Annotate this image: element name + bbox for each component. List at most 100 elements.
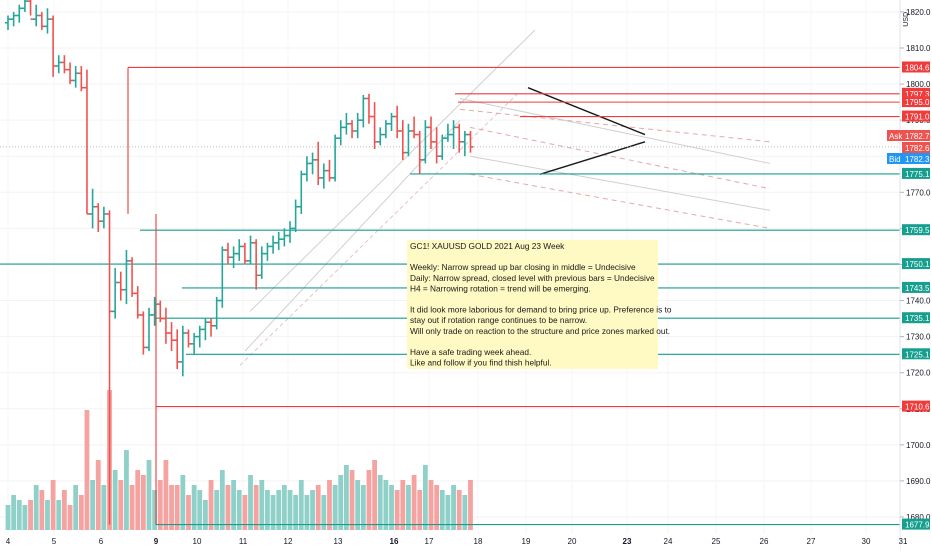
ohlc-bar — [467, 130, 474, 153]
level-tag-text: 1743.5 — [905, 284, 930, 293]
ohlc-bar — [399, 120, 406, 160]
ohlc-bar — [50, 15, 57, 77]
ohlc-bar — [371, 102, 378, 150]
level-tag-bg — [902, 167, 930, 179]
price-level-tag: 1725.1 — [902, 348, 930, 360]
volume-bar — [248, 475, 253, 530]
date-tick-label: 9 — [154, 537, 159, 546]
analysis-note[interactable]: GC1! XAUUSD GOLD 2021 Aug 23 Week Weekly:… — [407, 240, 672, 369]
date-tick-label: 4 — [6, 537, 11, 546]
down-channel-upper[interactable] — [459, 98, 771, 164]
ohlc-bar — [287, 221, 293, 243]
volume-bar — [259, 480, 265, 530]
ohlc-bar — [21, 0, 28, 12]
date-tick-label: 10 — [193, 537, 202, 546]
triangle-upper-line[interactable] — [527, 87, 646, 136]
ohlc-bar — [303, 156, 310, 182]
ohlc-bar — [461, 130, 468, 157]
ohlc-bar — [151, 296, 158, 326]
level-tag-text: 1725.1 — [905, 350, 930, 359]
price-level-tag: 1791.0 — [902, 110, 930, 122]
level-tag-text: 1795.0 — [905, 98, 930, 107]
ohlc-bar — [5, 15, 11, 30]
volume-bar — [400, 480, 406, 530]
volume-bar — [124, 450, 129, 530]
volume-bar — [265, 490, 270, 530]
volume-bar — [439, 490, 445, 530]
down-channel-lower[interactable] — [469, 155, 771, 211]
level-tag-text: 1677.9 — [905, 521, 930, 530]
last-price-tag-value-bg — [902, 142, 930, 153]
channel-line-lower[interactable] — [244, 119, 461, 352]
down-channel-dash-2[interactable] — [469, 126, 771, 190]
ohlc-bar — [89, 188, 96, 229]
ohlc-bar — [332, 134, 339, 182]
ohlc-bar — [55, 55, 62, 74]
volume-bar — [349, 470, 355, 530]
date-axis[interactable]: 4 5 6 9 10 11 12 13 16 17 18 19 20 23 24 25 26 27 30 31 — [0, 534, 908, 550]
price-level-tag: 1759.5 — [902, 224, 930, 236]
down-channel-dash-1[interactable] — [459, 108, 771, 143]
volume-bar — [462, 495, 468, 530]
volume-bar — [101, 485, 107, 530]
volume-bar — [321, 495, 327, 530]
volume-bar — [219, 470, 225, 530]
price-axis[interactable]: USD 1680.01690.01700.01710.01720.01730.0… — [899, 0, 932, 550]
y-tick-label: 1770.0 — [906, 188, 931, 197]
candles-layer — [5, 0, 474, 525]
level-tag-bg — [902, 87, 930, 99]
ohlc-bar — [275, 231, 282, 251]
date-tick-label: 31 — [899, 537, 908, 546]
date-tick-label: 16 — [390, 537, 399, 546]
volume-bar — [355, 480, 361, 530]
ohlc-bar — [450, 120, 457, 150]
ohlc-bar — [83, 69, 90, 215]
volume-bar — [62, 490, 67, 530]
volume-layer — [5, 390, 473, 530]
ohlc-bar — [394, 105, 401, 139]
volume-bar — [197, 490, 203, 530]
volume-bar — [28, 500, 33, 530]
volume-bar — [135, 470, 141, 530]
currency-label: USD — [903, 12, 910, 27]
price-level-tag: 1804.6 — [902, 61, 930, 73]
ask-tag: Ask 1782.7 — [887, 130, 930, 141]
volume-bar — [236, 490, 242, 530]
ohlc-bar — [456, 123, 463, 153]
volume-bar — [304, 495, 310, 530]
ohlc-bar — [382, 120, 389, 139]
volume-bar — [22, 505, 28, 530]
ohlc-bar — [44, 8, 51, 34]
note-line: Daily: Narrow spread, closed level with … — [410, 273, 655, 283]
ohlc-bar — [315, 141, 322, 186]
ohlc-bar — [140, 311, 147, 355]
level-tag-text: 1804.6 — [905, 63, 930, 72]
volume-bar — [360, 485, 366, 530]
down-channel-dash-3[interactable] — [469, 173, 771, 229]
level-tag-text: 1735.1 — [905, 314, 930, 323]
ohlc-bar — [349, 120, 356, 139]
ohlc-bar — [422, 120, 429, 164]
ohlc-bar — [320, 163, 327, 189]
volume-bar — [276, 490, 282, 530]
price-level-tag: 1710.6 — [902, 400, 930, 412]
volume-bar — [327, 480, 332, 530]
volume-bar — [332, 485, 338, 530]
level-tag-bg — [902, 312, 930, 324]
channel-line-mid[interactable] — [239, 90, 521, 366]
note-line: H4 = Narrowing rotation = trend will be … — [410, 283, 591, 293]
level-tag-text: 1791.0 — [905, 113, 930, 122]
date-tick-label: 23 — [623, 537, 632, 546]
y-tick-label: 1720.0 — [906, 369, 931, 378]
volume-bar — [242, 495, 248, 530]
ohlc-bar — [33, 4, 40, 27]
note-line: Will only trade on reaction to the struc… — [410, 326, 670, 336]
volume-bar — [428, 480, 434, 530]
ohlc-bar — [377, 127, 384, 146]
ohlc-bar — [241, 242, 248, 265]
date-tick-label: 18 — [474, 537, 483, 546]
ohlc-bar — [123, 250, 130, 305]
volume-bar — [298, 480, 304, 530]
